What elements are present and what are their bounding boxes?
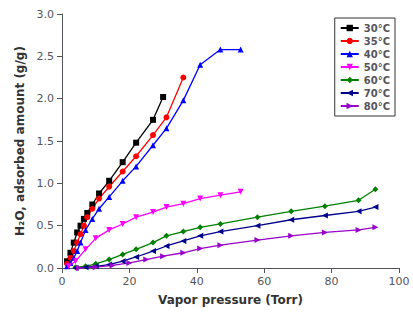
svg-text:60: 60 [257, 275, 271, 288]
svg-text:20: 20 [122, 275, 136, 288]
svg-text:0: 0 [59, 275, 66, 288]
svg-text:50°C: 50°C [364, 62, 390, 73]
svg-text:H₂O, adsorbed amount (g/g): H₂O, adsorbed amount (g/g) [13, 46, 27, 236]
svg-text:0.0: 0.0 [37, 262, 55, 275]
svg-text:60°C: 60°C [364, 75, 390, 86]
svg-text:35°C: 35°C [364, 36, 390, 47]
svg-text:1.5: 1.5 [37, 135, 55, 148]
svg-text:40: 40 [190, 275, 204, 288]
svg-text:30°C: 30°C [364, 23, 390, 34]
svg-text:Vapor pressure (Torr): Vapor pressure (Torr) [158, 293, 303, 307]
svg-text:80: 80 [325, 275, 339, 288]
svg-text:70°C: 70°C [364, 88, 390, 99]
svg-text:2.0: 2.0 [37, 92, 55, 105]
svg-text:1.0: 1.0 [37, 177, 55, 190]
svg-text:80°C: 80°C [364, 101, 390, 112]
svg-text:40°C: 40°C [364, 49, 390, 60]
svg-text:3.0: 3.0 [37, 8, 55, 21]
svg-text:2.5: 2.5 [37, 50, 55, 63]
svg-text:0.5: 0.5 [37, 219, 55, 232]
svg-text:100: 100 [389, 275, 410, 288]
